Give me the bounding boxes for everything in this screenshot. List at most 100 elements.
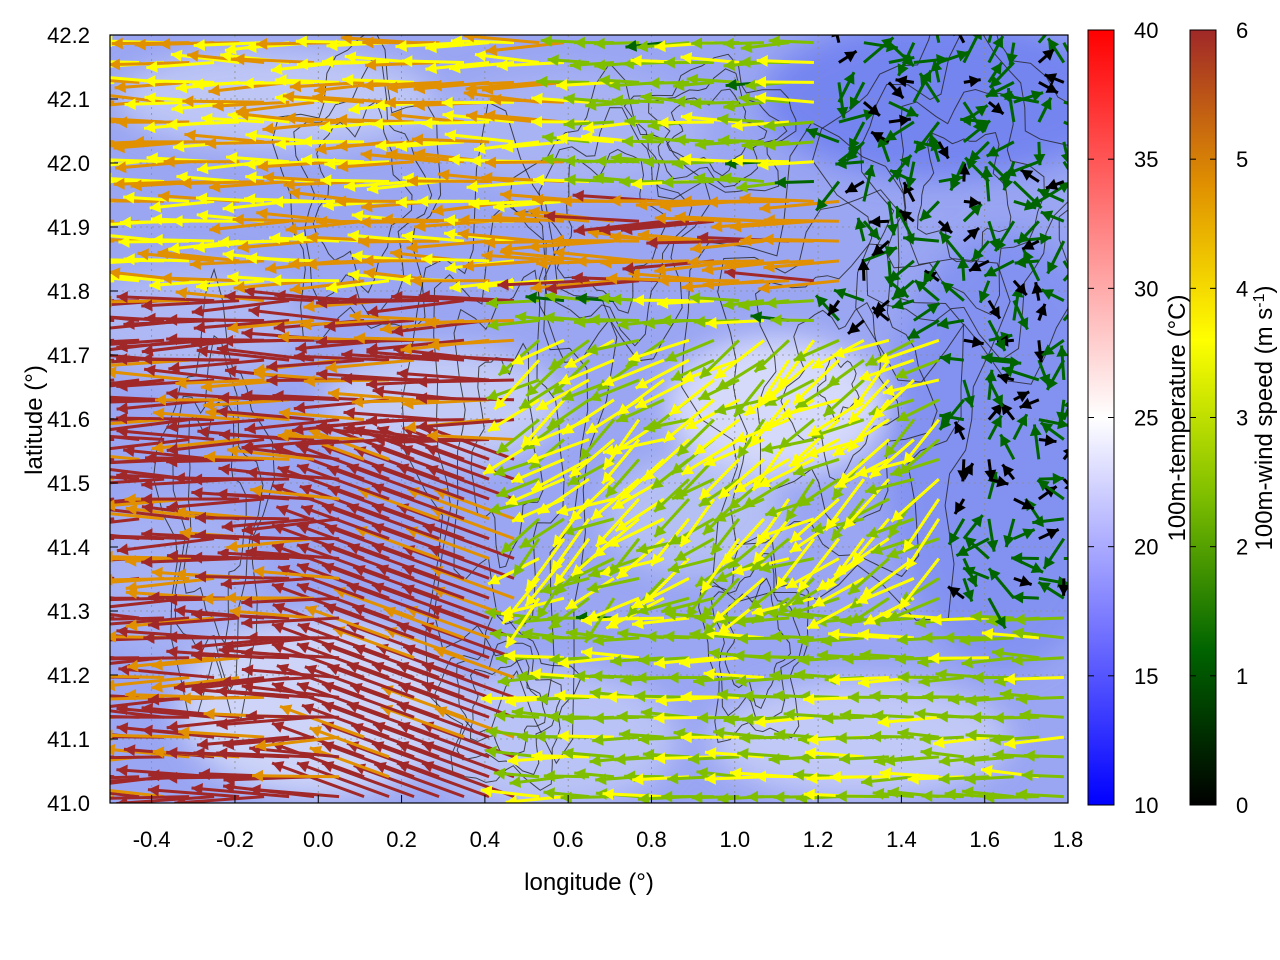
wind-vector-head (17, 500, 29, 512)
wind-vector-head (776, 576, 788, 589)
wind-vector-shaft (147, 788, 240, 799)
wind-vector-shaft (241, 616, 340, 625)
wind-vector-head (116, 116, 128, 129)
wind-vector-head (191, 640, 204, 653)
y-tick-label: 41.0 (47, 791, 90, 816)
wind-vector-head (628, 350, 641, 362)
wind-vector-shaft (110, 795, 190, 800)
wind-vector-head (295, 35, 307, 48)
wind-vector-head (606, 272, 618, 285)
wind-vector-head (51, 189, 63, 201)
wind-vector-shaft (110, 140, 140, 145)
wind-vector-head (366, 342, 379, 355)
wind-vector-head (525, 578, 538, 592)
wind-vector-head (501, 541, 514, 554)
wind-vector-shaft (110, 434, 165, 441)
wind-vector-head (384, 96, 396, 109)
wind-vector-head (582, 121, 595, 134)
wind-vector-head (272, 642, 285, 654)
wind-vector-head (703, 455, 717, 467)
wind-vector-head (144, 121, 156, 134)
wind-vector-head (963, 754, 975, 767)
wind-vector-head (516, 670, 528, 683)
wind-vector-shaft (758, 199, 840, 211)
wind-vector-head (667, 561, 680, 574)
wind-vector-head (724, 267, 736, 279)
wind-vector-head (680, 534, 692, 547)
wind-vector-shaft (110, 616, 190, 626)
wind-vector-head (731, 154, 743, 167)
wind-vector-head (711, 220, 723, 233)
wind-vector-head (417, 195, 429, 208)
wind-vector-head (297, 582, 310, 594)
wind-vector-head (765, 390, 778, 402)
wind-vector-shaft (646, 239, 739, 245)
wind-vector-shaft (271, 583, 365, 620)
wind-vector-head (116, 291, 128, 304)
wind-vector-head (994, 615, 1006, 629)
wind-vector-head (643, 468, 656, 481)
wind-vector-shaft (271, 543, 365, 580)
wind-vector-head (465, 82, 478, 94)
wind-vector-shaft (271, 642, 365, 679)
wind-vector-head (449, 61, 461, 74)
wind-vector-shaft (110, 788, 165, 799)
wind-vector-shaft (481, 80, 565, 92)
wind-vector-head (97, 60, 108, 72)
wind-vector-head (981, 627, 994, 640)
wind-vector-shaft (296, 583, 390, 620)
wind-vector-head (832, 346, 845, 359)
wind-vector-head (694, 138, 707, 151)
wind-vector-head (1041, 289, 1055, 300)
wind-vector-shaft (462, 259, 540, 269)
wind-vector-head (196, 345, 209, 358)
wind-vector-head (673, 79, 685, 92)
wind-vector-shaft (1062, 451, 1068, 461)
wind-vector-head (137, 248, 149, 261)
wind-vector-head (828, 628, 840, 641)
wind-vector-head (832, 487, 844, 500)
wind-vector-head (196, 209, 209, 222)
wind-vector-head (42, 306, 54, 318)
wind-vector-head (116, 625, 128, 638)
wind-vector-shaft (343, 426, 440, 441)
wind-vector-shaft (110, 179, 140, 184)
wind-vector-head (797, 732, 810, 745)
wind-vector-head (110, 630, 117, 643)
wind-vector-head (275, 74, 287, 87)
wind-vector-shaft (110, 79, 140, 84)
wind-vector-head (501, 242, 513, 255)
wind-vector-head (193, 39, 205, 52)
wind-vector-head (865, 483, 878, 495)
wind-vector-shaft (262, 120, 340, 132)
wind-vector-head (557, 730, 569, 743)
wind-vector-head (362, 254, 374, 267)
wind-vector-head (816, 649, 829, 662)
x-tick-label: 1.0 (719, 827, 750, 852)
wind-vector-head (807, 733, 819, 746)
wind-vector-head (277, 331, 290, 344)
terrain-contour (648, 68, 788, 188)
wind-vector-head (99, 254, 110, 266)
wind-vector-head (166, 420, 178, 433)
wind-vector-head (730, 220, 742, 233)
wind-vector-shaft (484, 239, 565, 245)
wind-vector-head (1015, 692, 1028, 705)
wind-vector-head (849, 137, 860, 150)
wind-vector-shaft (366, 418, 465, 423)
wind-vector-head (751, 611, 764, 623)
wind-vector-head (588, 566, 601, 578)
wind-vector-head (227, 445, 239, 457)
wind-vector-head (685, 418, 698, 429)
wind-vector-head (728, 556, 741, 569)
wind-vector-head (793, 350, 807, 362)
wind-vector-shaft (296, 642, 390, 679)
wind-vector-head (421, 117, 433, 130)
wind-vector-head (345, 293, 357, 306)
wind-vector-head (545, 282, 558, 295)
wind-vector-head (216, 718, 228, 731)
wind-vector-head (232, 213, 244, 226)
wind-vector-head (906, 557, 918, 570)
wind-vector-shaft (110, 774, 115, 779)
wind-vector-head (491, 211, 503, 224)
